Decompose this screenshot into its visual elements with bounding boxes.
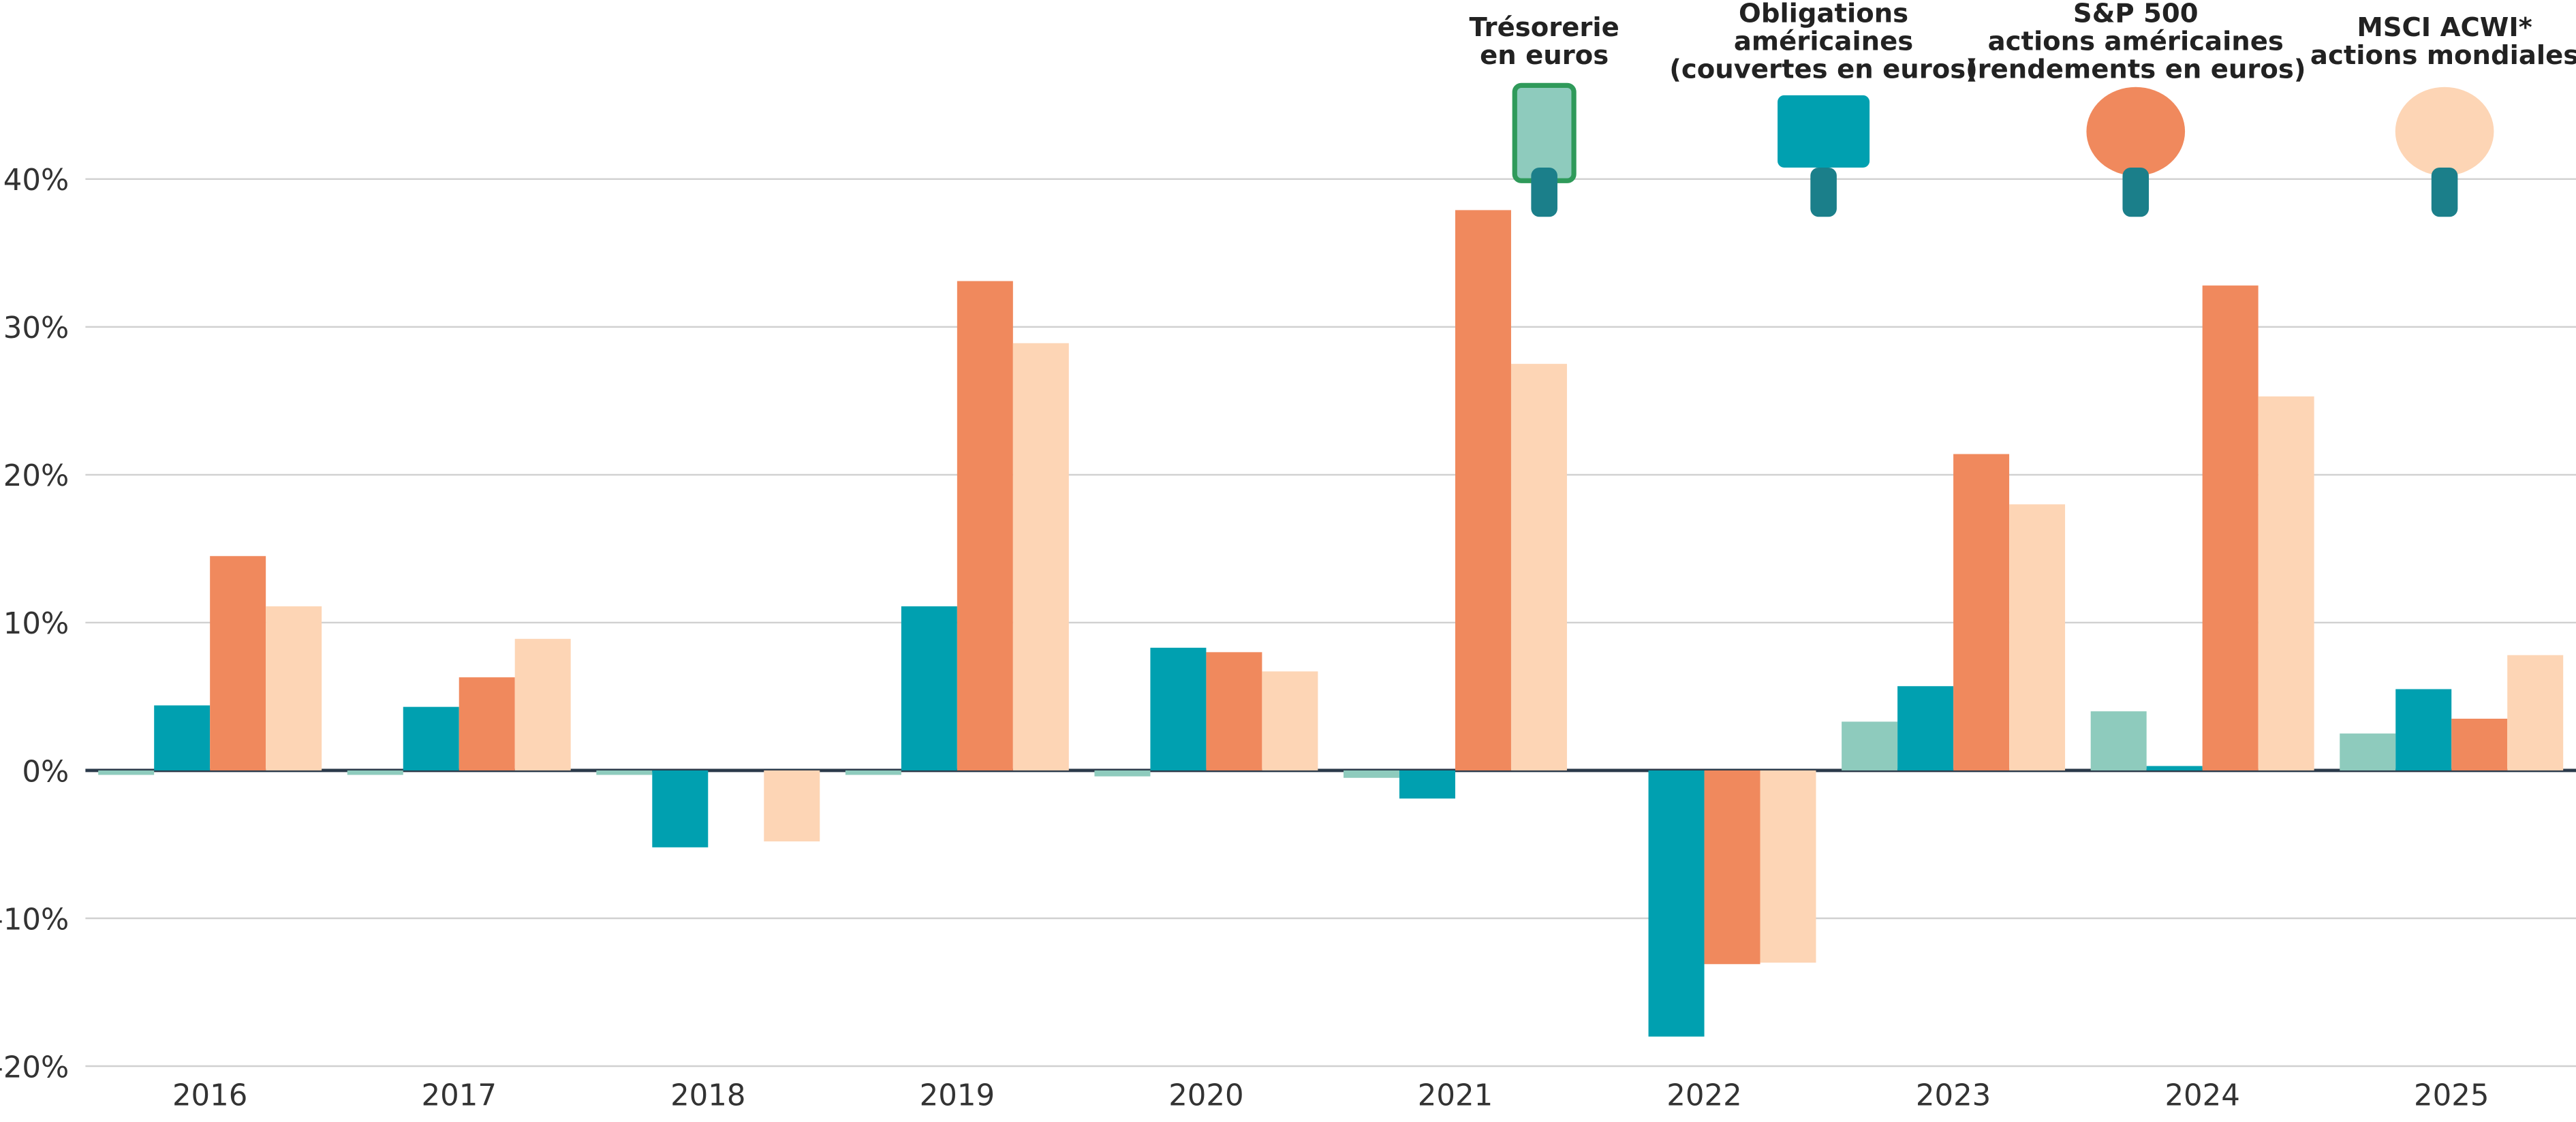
bar: [2009, 504, 2066, 770]
bar: [1842, 721, 1898, 770]
bar: [764, 770, 820, 842]
x-tick-label: 2022: [1666, 1078, 1741, 1112]
legend-icon: [1778, 95, 1870, 168]
x-tick-label: 2018: [670, 1078, 745, 1112]
x-tick-label: 2019: [920, 1078, 995, 1112]
legend-label: MSCI ACWI* actions mondiales: [2310, 12, 2576, 71]
bar: [1897, 686, 1954, 770]
y-tick-label: -20%: [0, 1050, 69, 1085]
x-tick-label: 2016: [172, 1078, 247, 1112]
x-tick-label: 2023: [1916, 1078, 1991, 1112]
bar: [596, 770, 653, 775]
legend-icon: [1512, 82, 1577, 183]
bar: [1399, 770, 1455, 799]
bar: [1648, 770, 1705, 1037]
bar: [403, 706, 459, 770]
y-tick-label: 30%: [3, 311, 69, 345]
bar: [2258, 396, 2314, 770]
bar: [2395, 689, 2452, 770]
bar: [1262, 671, 1318, 770]
bar: [1206, 652, 1262, 770]
y-tick-label: -10%: [0, 903, 69, 937]
bar: [2451, 718, 2508, 770]
bar: [1094, 770, 1151, 777]
legend-icon: [2086, 87, 2186, 176]
y-tick-label: 40%: [3, 163, 69, 198]
bar: [1953, 454, 2010, 770]
bar: [2202, 285, 2259, 770]
x-tick-label: 2025: [2414, 1078, 2489, 1112]
bar: [957, 281, 1013, 770]
bar: [1510, 364, 1567, 770]
bar: [210, 556, 266, 770]
bar: [266, 606, 322, 770]
bar: [1455, 210, 1511, 770]
x-tick-label: 2020: [1168, 1078, 1243, 1112]
bar: [459, 677, 515, 770]
y-tick-label: 0%: [22, 755, 69, 789]
bar: [347, 770, 403, 775]
bar: [1760, 770, 1816, 963]
bar: [2340, 733, 2396, 770]
bar: [1344, 770, 1399, 778]
legend-icon-legs: [1531, 167, 1557, 217]
bar: [154, 705, 211, 770]
bar: [514, 638, 571, 770]
bar: [2090, 711, 2147, 770]
bar: [2146, 766, 2203, 770]
bar: [1704, 770, 1760, 965]
bar: [901, 606, 957, 770]
legend-icon-legs: [2122, 167, 2150, 217]
bar: [2507, 655, 2564, 770]
x-tick-label: 2024: [2164, 1078, 2239, 1112]
bar: [845, 770, 901, 775]
legend-label: S&P 500 actions américaines (rendements en…: [1966, 0, 2306, 84]
legend-label: Trésorerie en euros: [1470, 12, 1619, 71]
y-tick-label: 20%: [3, 459, 69, 493]
bar: [652, 770, 709, 847]
x-tick-label: 2017: [422, 1078, 497, 1112]
legend-icon: [2395, 87, 2494, 176]
bar: [1150, 647, 1207, 770]
x-tick-label: 2021: [1418, 1078, 1493, 1112]
legend-icon-legs: [2431, 167, 2458, 217]
y-tick-label: 10%: [3, 607, 69, 641]
legend-icon-legs: [1810, 167, 1837, 217]
legend-label: Obligations américaines (couvertes en euro…: [1669, 0, 1978, 84]
bar: [1012, 343, 1069, 770]
bar: [98, 770, 155, 775]
